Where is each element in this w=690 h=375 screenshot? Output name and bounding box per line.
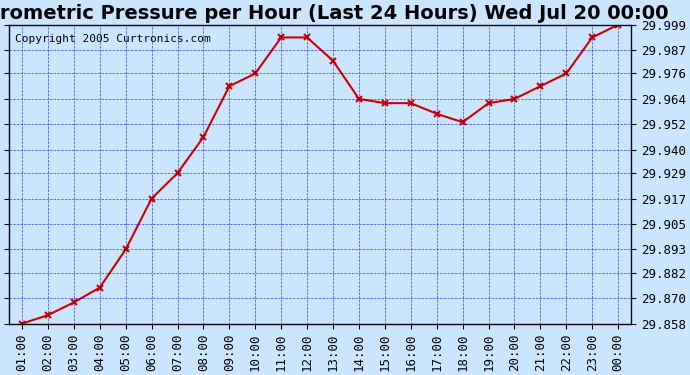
- Title: Barometric Pressure per Hour (Last 24 Hours) Wed Jul 20 00:00: Barometric Pressure per Hour (Last 24 Ho…: [0, 4, 669, 23]
- Text: Copyright 2005 Curtronics.com: Copyright 2005 Curtronics.com: [15, 34, 211, 44]
